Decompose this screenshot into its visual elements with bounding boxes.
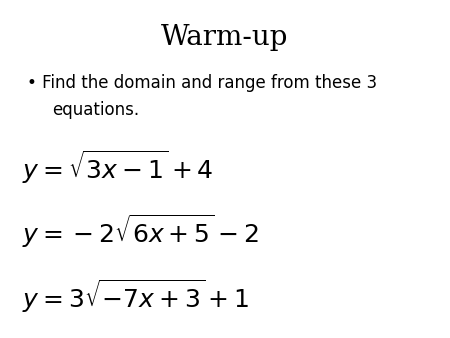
Text: $\mathit{y} = -2\sqrt{6x+5}-2$: $\mathit{y} = -2\sqrt{6x+5}-2$: [22, 213, 260, 250]
Text: Warm-up: Warm-up: [161, 24, 289, 51]
Text: • Find the domain and range from these 3: • Find the domain and range from these 3: [27, 74, 377, 92]
Text: $\mathit{y} = \sqrt{3x-1}+4$: $\mathit{y} = \sqrt{3x-1}+4$: [22, 149, 214, 186]
Text: equations.: equations.: [52, 101, 139, 119]
Text: $\mathit{y} = 3\sqrt{-7x+3}+1$: $\mathit{y} = 3\sqrt{-7x+3}+1$: [22, 277, 250, 315]
